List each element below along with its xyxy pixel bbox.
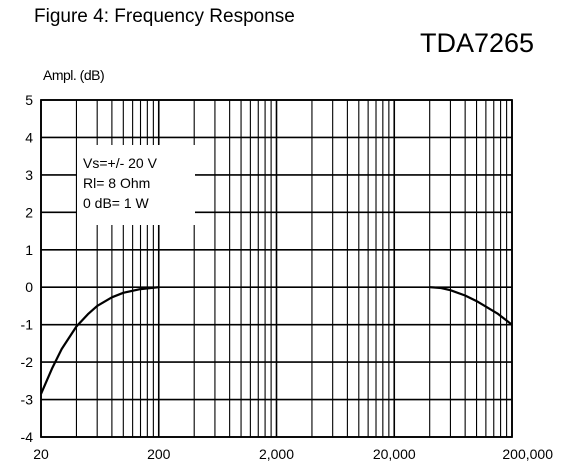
annotation-line: Vs=+/- 20 V	[83, 155, 158, 171]
y-tick-label: 4	[25, 129, 33, 145]
x-tick-label: 2,000	[259, 446, 294, 462]
annotation-text: Vs=+/- 20 V Rl= 8 Ohm 0 dB= 1 W	[83, 155, 158, 211]
y-tick-label: -1	[21, 317, 34, 333]
y-tick-label: 1	[25, 242, 33, 258]
chart-tick-labels: -4 -3 -2 -1 0 1 2 3 4 5 20 200 2,000 20,000 200,000	[21, 92, 554, 462]
y-tick-label: 2	[25, 204, 33, 220]
x-tick-label: 200	[147, 446, 171, 462]
plot-frame	[40, 99, 513, 438]
annotation-line: Rl= 8 Ohm	[83, 175, 150, 191]
y-tick-label: 0	[25, 279, 33, 295]
y-tick-label: -4	[21, 429, 34, 445]
response-curve-segment-1	[39, 286, 159, 395]
y-tick-label: -2	[21, 354, 34, 370]
chart-curves	[39, 286, 513, 395]
response-curve-segment-2	[429, 286, 513, 326]
y-axis-label: Ampl. (dB)	[43, 67, 105, 83]
annotation-line: 0 dB= 1 W	[83, 195, 150, 211]
annotation-box	[77, 145, 195, 225]
part-number: TDA7265	[420, 28, 535, 58]
x-tick-label: 20	[33, 446, 49, 462]
y-tick-label: -3	[21, 392, 34, 408]
x-tick-label: 200,000	[502, 446, 553, 462]
figure-title: Figure 4: Frequency Response	[34, 6, 295, 27]
x-tick-label: 20,000	[373, 446, 416, 462]
y-tick-label: 3	[25, 167, 33, 183]
y-tick-label: 5	[25, 92, 33, 108]
